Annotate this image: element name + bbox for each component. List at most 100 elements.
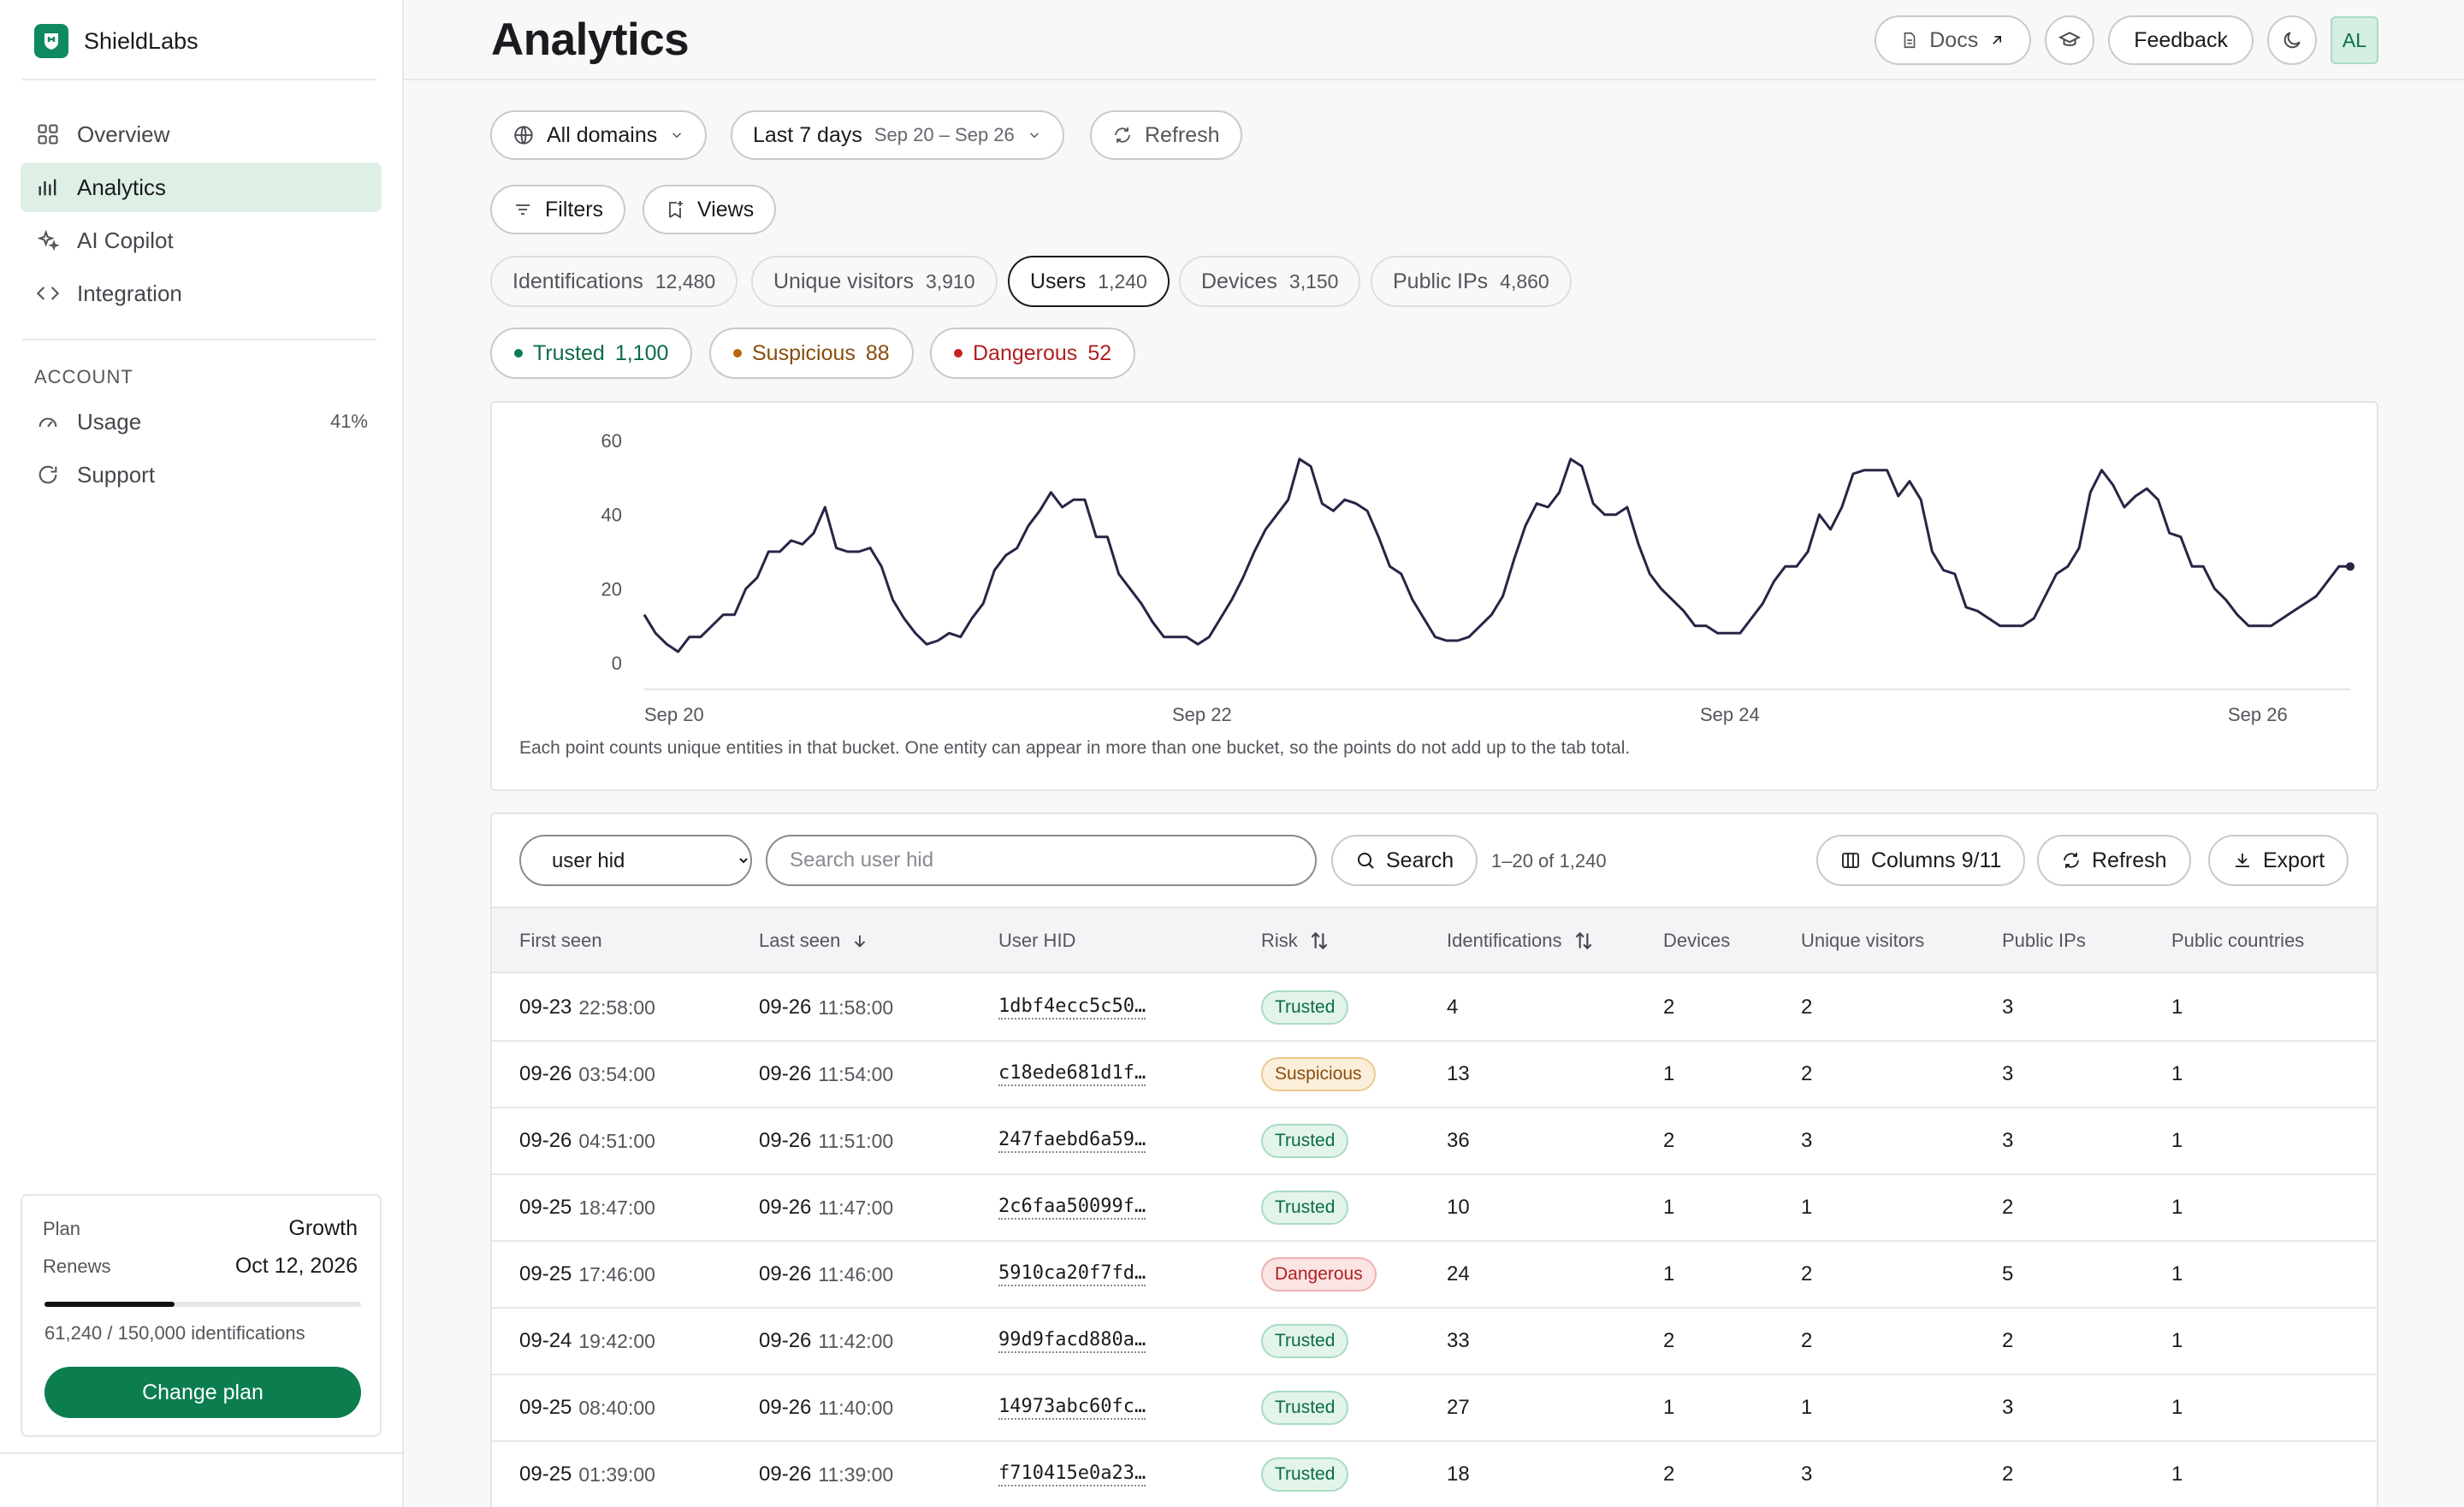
risk-badge: Suspicious xyxy=(1261,1057,1376,1091)
identifications-cell: 13 xyxy=(1447,1062,1470,1085)
user-hid-link[interactable]: f710415e0a23… xyxy=(998,1463,1146,1486)
filters-label: Filters xyxy=(545,197,604,222)
last-seen-time: 11:39:00 xyxy=(818,1463,894,1486)
sparkle-icon xyxy=(37,229,60,251)
sidebar-item-label: Overview xyxy=(77,121,170,147)
identifications-cell: 33 xyxy=(1447,1329,1470,1352)
last-seen-date: 09-26 xyxy=(759,1329,812,1352)
risk-filter-trusted[interactable]: Trusted 1,100 xyxy=(490,328,693,379)
table-row[interactable]: 09-24 19:42:00 09-26 11:42:00 99d9facd880a… T… xyxy=(492,1309,2377,1375)
refresh-button[interactable]: Refresh xyxy=(1090,110,1242,160)
table-row[interactable]: 09-25 08:40:00 09-26 11:40:00 14973abc60fc… T… xyxy=(492,1375,2377,1442)
change-plan-button[interactable]: Change plan xyxy=(44,1367,361,1418)
tab-identifications[interactable]: Identifications 12,480 xyxy=(490,256,738,307)
risk-badge: Trusted xyxy=(1261,1391,1349,1425)
table-row[interactable]: 09-26 03:54:00 09-26 11:54:00 c18ede681d1f… S… xyxy=(492,1042,2377,1108)
usage-text: 61,240 / 150,000 identifications xyxy=(44,1322,305,1344)
unique-visitors-cell: 2 xyxy=(1801,1062,1813,1085)
column-header-devices[interactable]: Devices xyxy=(1663,908,1730,973)
last-seen-cell: 09-26 11:51:00 xyxy=(759,1108,893,1173)
domains-dropdown[interactable]: All domains xyxy=(490,110,708,160)
export-button[interactable]: Export xyxy=(2208,835,2349,886)
sidebar-item-ai-copilot[interactable]: AI Copilot xyxy=(21,216,382,265)
table-refresh-button[interactable]: Refresh xyxy=(2037,835,2191,886)
user-hid-link[interactable]: 14973abc60fc… xyxy=(998,1396,1146,1420)
brand[interactable]: ShieldLabs xyxy=(34,24,198,58)
column-header-first-seen[interactable]: First seen xyxy=(519,908,602,973)
user-avatar[interactable]: AL xyxy=(2331,16,2378,64)
column-header-unique-visitors[interactable]: Unique visitors xyxy=(1801,908,1924,973)
table-row[interactable]: 09-25 01:39:00 09-26 11:39:00 f710415e0a23… T… xyxy=(492,1442,2377,1507)
table-row[interactable]: 09-25 18:47:00 09-26 11:47:00 2c6faa50099f… T… xyxy=(492,1175,2377,1242)
external-link-icon xyxy=(1993,36,2002,44)
bookmark-plus-icon xyxy=(669,201,683,219)
user-hid-link[interactable]: 99d9facd880a… xyxy=(998,1329,1146,1353)
sidebar-item-overview[interactable]: Overview xyxy=(21,109,382,159)
tab-public-ips[interactable]: Public IPs 4,860 xyxy=(1371,256,1572,307)
tab-devices[interactable]: Devices 3,150 xyxy=(1179,256,1361,307)
refresh-icon xyxy=(2064,853,2079,868)
academy-button[interactable] xyxy=(2045,15,2095,65)
sidebar-item-integration[interactable]: Integration xyxy=(21,269,382,318)
risk-count: 88 xyxy=(865,340,890,365)
arrow-down-icon xyxy=(855,935,866,948)
last-seen-time: 11:58:00 xyxy=(818,996,894,1019)
user-hid-link[interactable]: c18ede681d1f… xyxy=(998,1062,1146,1086)
docs-button[interactable]: Docs xyxy=(1875,15,2032,65)
filter-icon xyxy=(516,204,530,215)
search-icon xyxy=(1358,853,1374,869)
user-hid-link[interactable]: 247faebd6a59… xyxy=(998,1129,1146,1153)
download-icon xyxy=(2236,854,2249,867)
column-label: User HID xyxy=(998,930,1076,951)
column-header-public-ips[interactable]: Public IPs xyxy=(2002,908,2086,973)
public-ips-cell: 3 xyxy=(2002,1396,2014,1419)
views-label: Views xyxy=(697,197,755,222)
column-header-last-seen[interactable]: Last seen xyxy=(759,908,869,973)
unique-visitors-cell: 1 xyxy=(1801,1196,1813,1219)
date-range-dropdown[interactable]: Last 7 days Sep 20 – Sep 26 xyxy=(731,110,1064,160)
user-hid-link[interactable]: 2c6faa50099f… xyxy=(998,1196,1146,1220)
header-actions: Docs Feedback AL xyxy=(1875,15,2378,65)
column-header-public-countries[interactable]: Public countries xyxy=(2171,908,2304,973)
identifications-cell: 24 xyxy=(1447,1262,1470,1285)
first-seen-date: 09-26 xyxy=(519,1062,572,1085)
first-seen-cell: 09-25 01:39:00 xyxy=(519,1442,655,1507)
search-input[interactable] xyxy=(766,835,1317,886)
sidebar-item-label: Support xyxy=(77,461,156,488)
table-row[interactable]: 09-26 04:51:00 09-26 11:51:00 247faebd6a59… T… xyxy=(492,1108,2377,1175)
views-button[interactable]: Views xyxy=(643,185,777,234)
sidebar-item-usage[interactable]: Usage 41% xyxy=(21,397,382,446)
chart-note: Each point counts unique entities in tha… xyxy=(519,738,1631,758)
devices-cell: 1 xyxy=(1663,1196,1675,1219)
first-seen-cell: 09-25 17:46:00 xyxy=(519,1242,655,1307)
column-header-risk[interactable]: Risk xyxy=(1261,908,1330,973)
sidebar-item-analytics[interactable]: Analytics xyxy=(21,163,382,212)
public-ips-cell: 2 xyxy=(2002,1463,2014,1486)
unique-visitors-cell: 3 xyxy=(1801,1463,1813,1486)
search-button[interactable]: Search xyxy=(1331,835,1478,886)
risk-count: 52 xyxy=(1087,340,1112,365)
tab-users[interactable]: Users 1,240 xyxy=(1008,256,1170,307)
table-row[interactable]: 09-25 17:46:00 09-26 11:46:00 5910ca20f7fd… D… xyxy=(492,1242,2377,1309)
columns-button[interactable]: Columns 9/11 xyxy=(1816,835,2026,886)
user-hid-link[interactable]: 1dbf4ecc5c50… xyxy=(998,996,1146,1019)
public-countries-cell: 1 xyxy=(2171,1196,2183,1219)
status-dot xyxy=(514,349,523,358)
search-field-select[interactable]: user hid xyxy=(519,835,752,886)
column-header-user-hid[interactable]: User HID xyxy=(998,908,1075,973)
series-end-point[interactable] xyxy=(2346,562,2354,571)
tab-unique-visitors[interactable]: Unique visitors 3,910 xyxy=(751,256,998,307)
column-header-identifications[interactable]: Identifications xyxy=(1447,908,1595,973)
table-row[interactable]: 09-23 22:58:00 09-26 11:58:00 1dbf4ecc5c50… T… xyxy=(492,975,2377,1042)
filters-button[interactable]: Filters xyxy=(490,185,626,234)
sidebar-item-support[interactable]: Support xyxy=(21,450,382,499)
theme-toggle-button[interactable] xyxy=(2267,15,2317,65)
risk-filter-suspicious[interactable]: Suspicious 88 xyxy=(709,328,914,379)
feedback-button[interactable]: Feedback xyxy=(2108,15,2254,65)
identifications-cell: 27 xyxy=(1447,1396,1470,1419)
last-seen-date: 09-26 xyxy=(759,996,812,1019)
risk-badge: Dangerous xyxy=(1261,1257,1377,1291)
user-hid-link[interactable]: 5910ca20f7fd… xyxy=(998,1262,1146,1286)
user-hid-cell: f710415e0a23… xyxy=(998,1442,1146,1507)
risk-filter-dangerous[interactable]: Dangerous 52 xyxy=(930,328,1136,379)
